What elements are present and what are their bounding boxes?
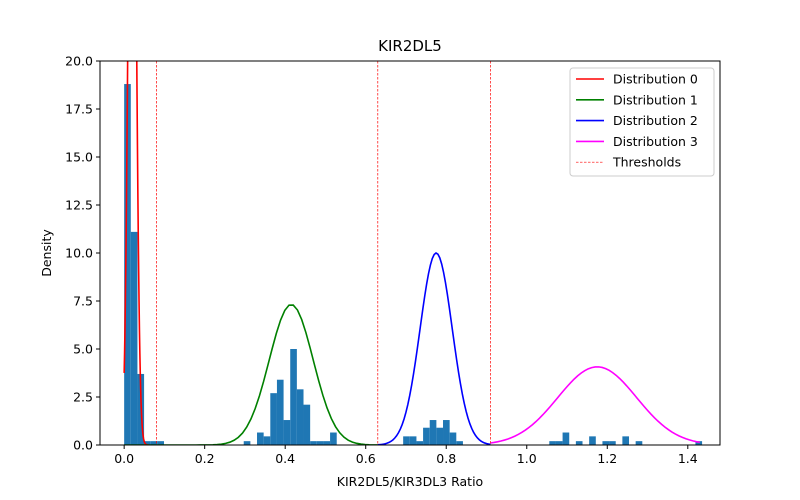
series-line-3	[490, 366, 701, 444]
x-tick-label: 0.2	[195, 451, 215, 466]
histogram-bar	[456, 441, 463, 445]
histogram-bar	[290, 349, 297, 445]
y-tick-label: 12.5	[65, 198, 93, 213]
histogram-bar	[310, 441, 317, 445]
y-tick-label: 20.0	[65, 54, 93, 69]
histogram-bar	[124, 84, 131, 445]
y-tick-label: 10.0	[65, 246, 93, 261]
y-tick-label: 5.0	[73, 342, 93, 357]
histogram-bar	[243, 441, 251, 445]
x-axis-label: KIR2DL5/KIR3DL3 Ratio	[337, 474, 483, 489]
y-tick-label: 15.0	[65, 150, 93, 165]
threshold-lines	[156, 61, 491, 445]
histogram-bar	[589, 436, 596, 445]
legend-label: Distribution 0	[613, 72, 698, 87]
histogram-bar	[283, 420, 291, 445]
y-axis-label: Density	[39, 229, 54, 277]
histogram-bar	[602, 441, 610, 445]
histogram-bar	[157, 441, 165, 445]
series-line-1	[124, 304, 378, 445]
histogram-bar	[609, 441, 616, 445]
histogram-bar	[562, 432, 570, 445]
legend-label: Thresholds	[612, 155, 681, 170]
x-tick-label: 0.8	[436, 451, 456, 466]
histogram-bar	[449, 432, 457, 445]
legend-label: Distribution 2	[613, 113, 698, 128]
histogram-bar	[575, 441, 583, 445]
histogram-bar	[323, 441, 331, 445]
histogram-bar	[144, 441, 151, 445]
series-line-0	[123, 61, 149, 445]
legend-label: Distribution 1	[613, 92, 698, 107]
x-tick-label: 0.6	[356, 451, 376, 466]
histogram-bar	[296, 389, 304, 445]
histogram-bar	[303, 404, 311, 445]
plot-area	[99, 60, 721, 446]
histogram-bar	[409, 436, 417, 445]
histogram-bar	[429, 420, 437, 445]
x-tick-label: 1.4	[678, 451, 698, 466]
y-tick-label: 17.5	[65, 102, 93, 117]
distribution-lines	[123, 61, 701, 445]
y-axis-ticks: 0.0 2.5 5.0 7.5 10.0 12.5 15.0 17.5 20.0	[65, 54, 100, 453]
histogram-bar	[695, 441, 703, 445]
x-tick-label: 0.0	[114, 451, 134, 466]
histogram-bar	[635, 441, 643, 445]
legend: Distribution 0 Distribution 1 Distribution…	[569, 67, 715, 177]
chart-title: KIR2DL5	[378, 37, 442, 55]
y-tick-label: 0.0	[73, 438, 93, 453]
histogram-bars	[124, 84, 703, 445]
histogram-bar	[276, 379, 284, 445]
histogram-bar	[549, 441, 556, 445]
legend-box	[569, 67, 715, 177]
histogram-bar	[257, 432, 264, 445]
y-tick-label: 2.5	[73, 390, 93, 405]
x-tick-label: 1.0	[517, 451, 537, 466]
y-tick-label: 7.5	[73, 294, 93, 309]
histogram-bar	[423, 427, 430, 445]
x-axis-ticks: 0.0 0.2 0.4 0.6 0.8 1.0 1.2 1.4	[114, 445, 698, 466]
histogram-bar	[416, 441, 424, 445]
histogram-bar	[263, 436, 271, 445]
histogram-bar	[130, 231, 138, 445]
x-tick-label: 1.2	[597, 451, 617, 466]
histogram-bar	[622, 436, 630, 445]
histogram-bar	[316, 441, 324, 445]
series-line-2	[377, 252, 491, 445]
legend-label: Distribution 3	[613, 134, 698, 149]
x-tick-label: 0.4	[275, 451, 295, 466]
histogram-bar	[436, 427, 444, 445]
histogram-bar	[403, 436, 410, 445]
histogram-bar	[555, 441, 563, 445]
histogram-bar	[443, 420, 450, 445]
histogram-bar	[150, 441, 158, 445]
histogram-bar	[330, 432, 337, 445]
histogram-bar	[270, 393, 277, 445]
